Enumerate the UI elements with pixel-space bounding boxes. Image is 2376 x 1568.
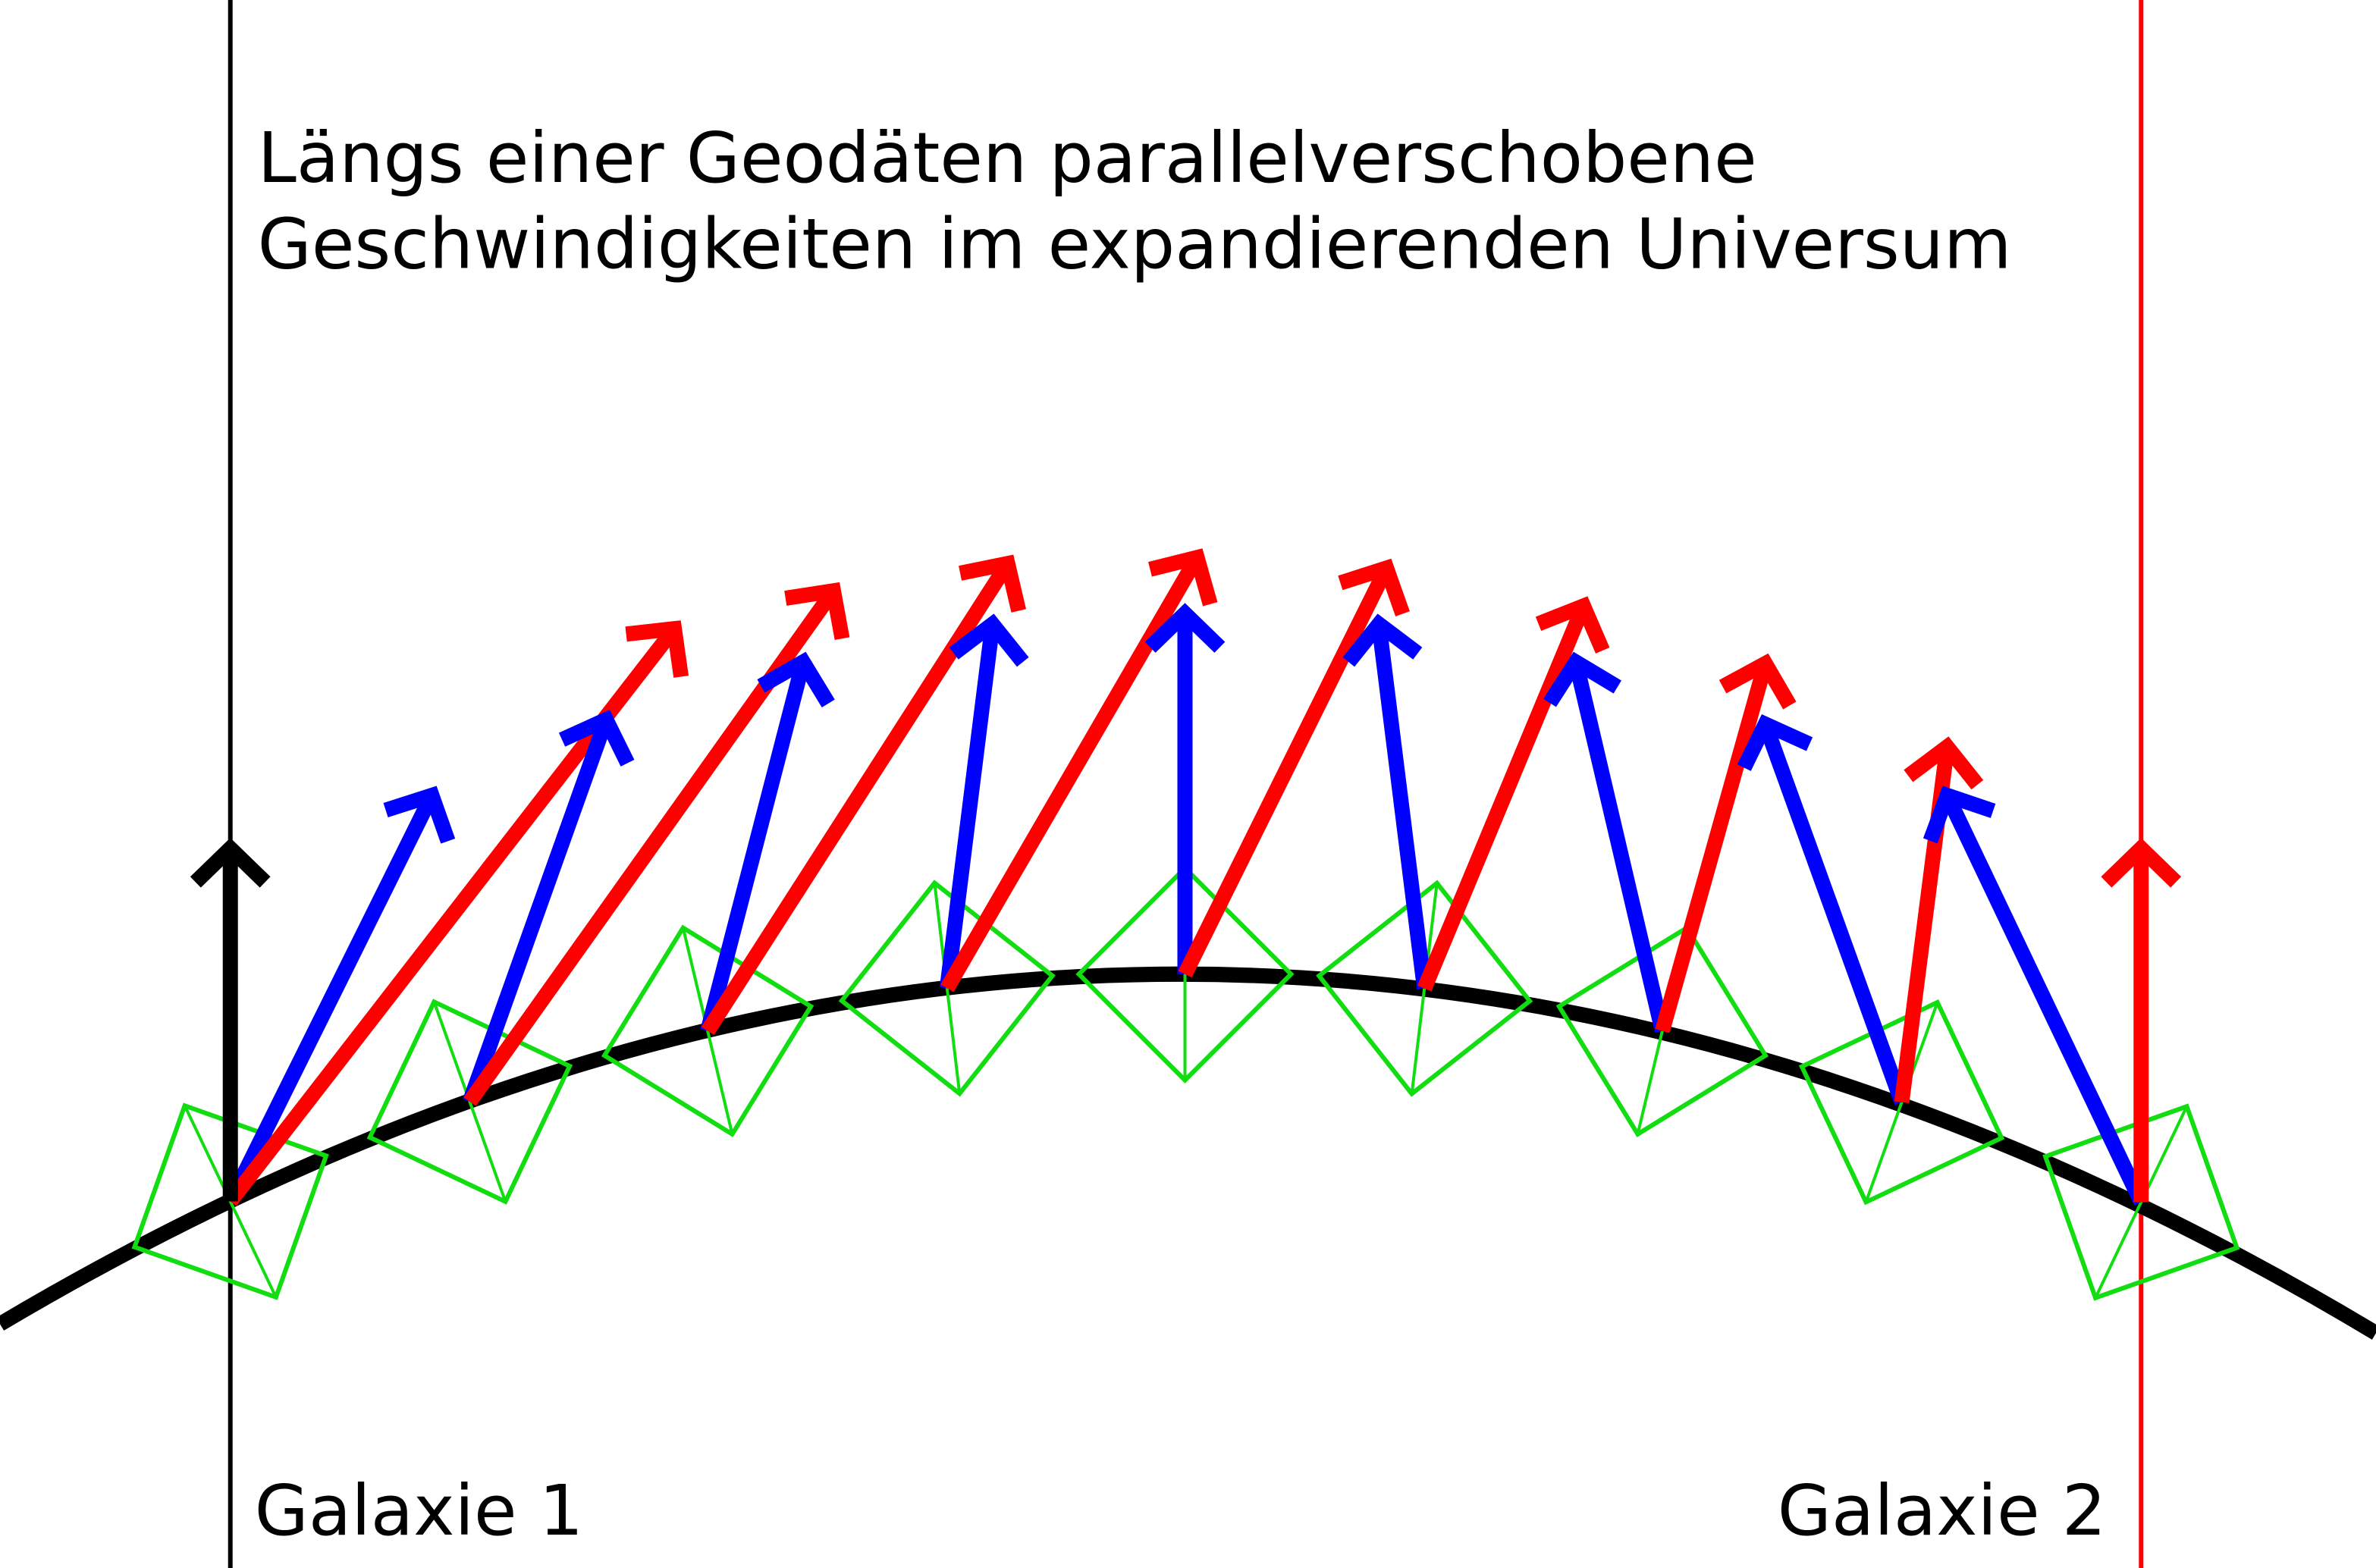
red-vector-head [625, 620, 689, 678]
blue-vector-head [1342, 613, 1423, 667]
blue-vector-head [757, 651, 835, 707]
blue-vector [463, 717, 614, 1105]
red-vector-head [1535, 596, 1610, 654]
red-vector-head [959, 554, 1026, 613]
blue-vector-head [1144, 603, 1226, 653]
red-vector-head [1338, 558, 1410, 616]
blue-vector [1940, 792, 2148, 1206]
blue-vector [939, 622, 1000, 989]
blue-vector-head [1922, 786, 1996, 844]
red-vector [1417, 603, 1591, 992]
title-line: Geschwindigkeiten im expandierenden Univ… [258, 204, 2012, 285]
blue-vector-head [949, 613, 1029, 667]
blue-vector-head [383, 786, 456, 844]
blue-vector [223, 792, 439, 1205]
red-vector [1655, 661, 1773, 1033]
red-vector-head [1148, 548, 1218, 607]
blue-vector [1758, 721, 1909, 1105]
blue-vector-head [558, 709, 635, 767]
red-vector [940, 554, 1204, 993]
red-vector [1178, 564, 1394, 978]
red-vector-head [784, 582, 850, 640]
blue-vector [1568, 660, 1670, 1033]
title-line: Längs einer Geodäten parallelverschobene [258, 118, 1757, 199]
red-vector-head [1718, 653, 1797, 710]
red-vector-head [1904, 736, 1984, 790]
label-galaxy-1: Galaxie 1 [255, 1470, 584, 1551]
velocity-vectors [190, 548, 2182, 1206]
red-vector-head [2101, 837, 2182, 888]
blue-vector-head [1737, 713, 1813, 771]
label-galaxy-2: Galaxie 2 [1778, 1470, 2107, 1551]
black-vector-head [190, 837, 271, 888]
blue-vector [700, 660, 811, 1033]
blue-vector-head [1543, 651, 1621, 707]
blue-vector [1371, 622, 1433, 989]
